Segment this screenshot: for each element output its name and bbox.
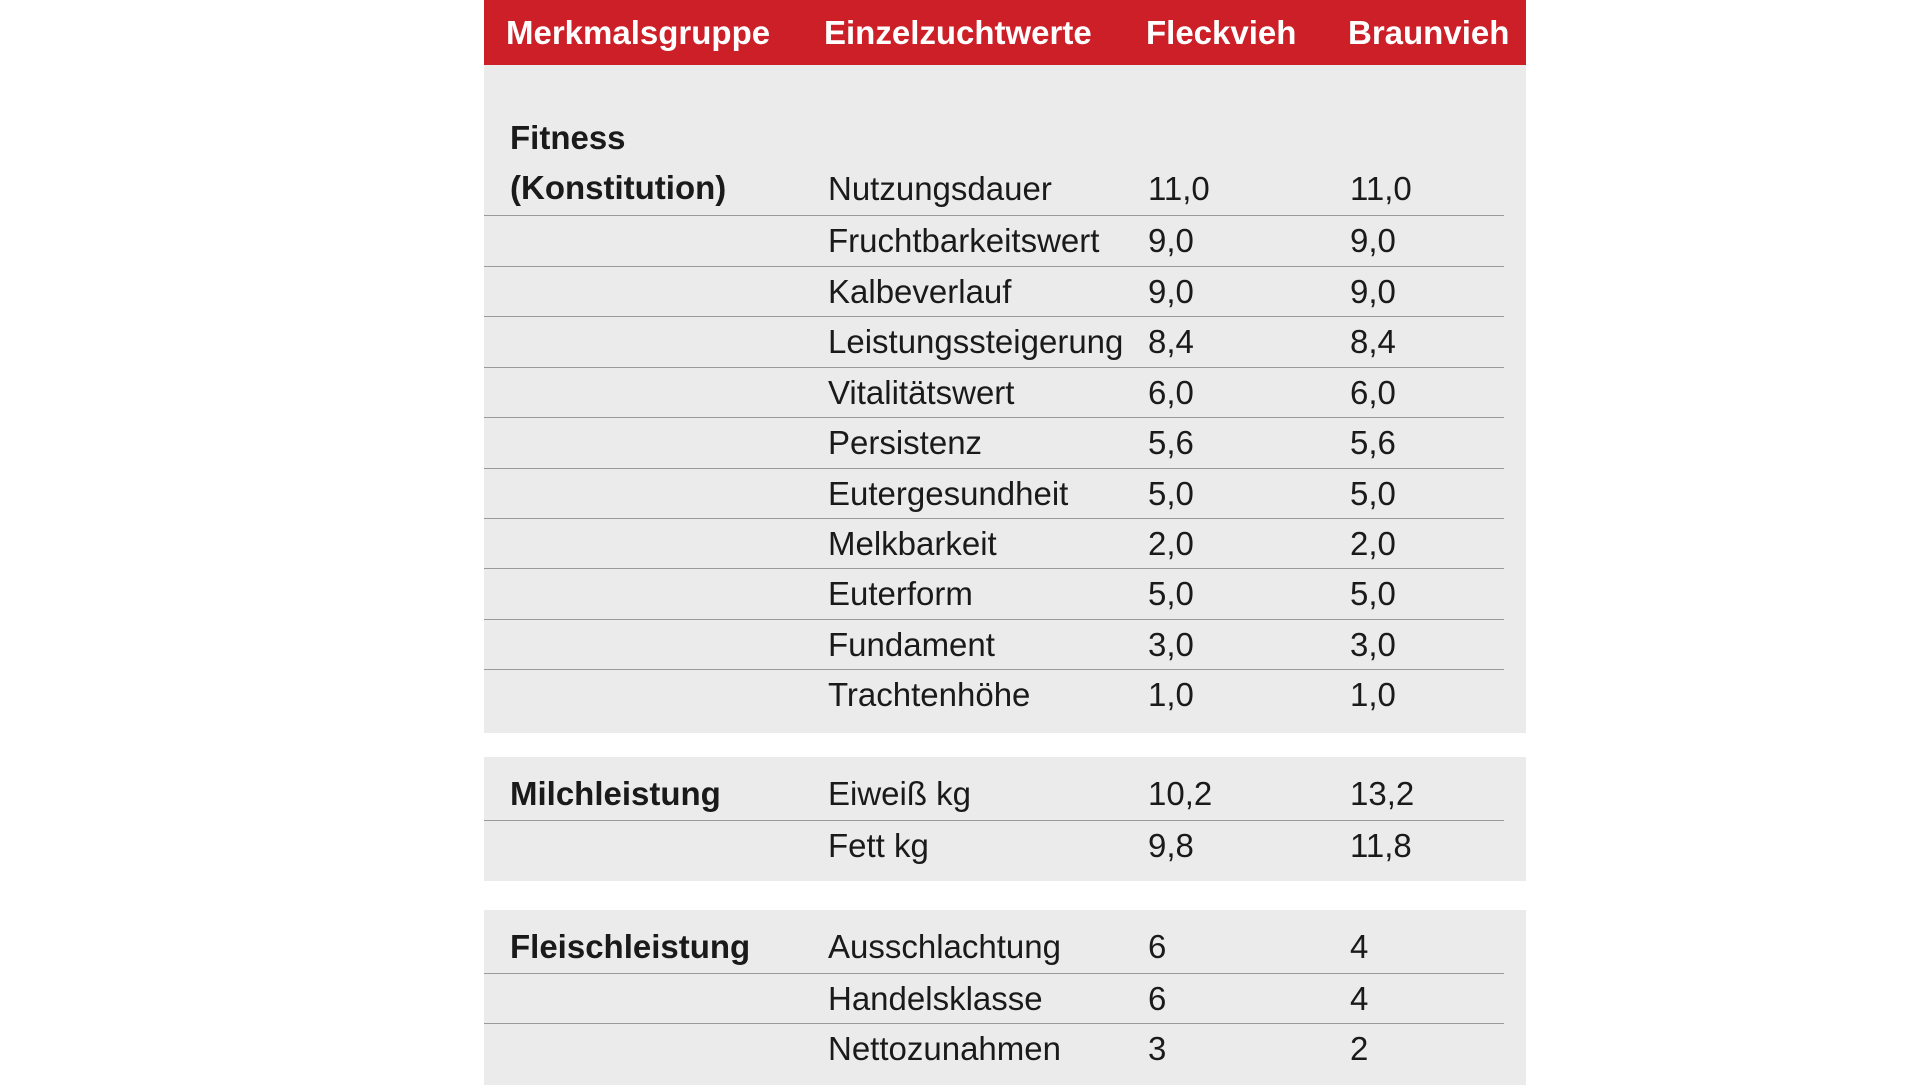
trait-name: Fundament [828, 626, 995, 663]
trait-name: Leistungssteigerung [828, 323, 1124, 360]
braunvieh-value: 2 [1350, 1030, 1369, 1067]
header-name: Einzelzuchtwerte [824, 14, 1092, 51]
table-row: Trachtenhöhe 1,0 1,0 [484, 669, 1504, 720]
group-gap [484, 881, 1526, 910]
table-row: Fett kg 9,8 11,8 [484, 820, 1504, 871]
trait-name: Eiweiß kg [828, 775, 972, 812]
fleckvieh-value: 5,6 [1148, 424, 1194, 461]
braunvieh-value: 9,0 [1350, 273, 1396, 310]
trait-name: Melkbarkeit [828, 525, 997, 562]
breeding-value-table: Merkmalsgruppe Einzelzuchtwerte Fleckvie… [484, 0, 1526, 1085]
braunvieh-value: 13,2 [1350, 775, 1415, 812]
table-row: Eiweiß kg 10,2 13,2 [484, 769, 1504, 819]
braunvieh-value: 4 [1350, 928, 1369, 965]
braunvieh-value: 8,4 [1350, 323, 1396, 360]
table-row: Nutzungsdauer 11,0 11,0 [484, 164, 1504, 214]
table-header: Merkmalsgruppe Einzelzuchtwerte Fleckvie… [484, 0, 1526, 65]
trait-name: Handelsklasse [828, 980, 1043, 1017]
braunvieh-value: 5,6 [1350, 424, 1396, 461]
table-row: Euterform 5,0 5,0 [484, 568, 1504, 619]
braunvieh-value: 6,0 [1350, 374, 1396, 411]
table-row: Fruchtbarkeitswert 9,0 9,0 [484, 215, 1504, 266]
header-fleckvieh: Fleckvieh [1146, 14, 1297, 51]
fleckvieh-value: 9,0 [1148, 273, 1194, 310]
table-row: Handelsklasse 6 4 [484, 973, 1504, 1024]
trait-name: Trachtenhöhe [828, 676, 1031, 713]
braunvieh-value: 9,0 [1350, 222, 1396, 259]
trait-name: Persistenz [828, 424, 983, 461]
braunvieh-value: 1,0 [1350, 676, 1396, 713]
group-milchleistung: Milchleistung Eiweiß kg 10,2 13,2 Fett k… [484, 757, 1526, 881]
braunvieh-value: 3,0 [1350, 626, 1396, 663]
table-row: Nettozunahmen 3 2 [484, 1023, 1504, 1074]
fleckvieh-value: 8,4 [1148, 323, 1194, 360]
trait-name: Eutergesundheit [828, 475, 1069, 512]
trait-name: Fett kg [828, 827, 929, 864]
trait-name: Kalbeverlauf [828, 273, 1012, 310]
trait-name: Ausschlachtung [828, 928, 1061, 965]
header-group: Merkmalsgruppe [506, 14, 771, 51]
table-row: Persistenz 5,6 5,6 [484, 417, 1504, 468]
braunvieh-value: 5,0 [1350, 575, 1396, 612]
fleckvieh-value: 6,0 [1148, 374, 1194, 411]
fleckvieh-value: 3 [1148, 1030, 1167, 1067]
braunvieh-value: 2,0 [1350, 525, 1396, 562]
group-label: Fitness [510, 119, 626, 156]
trait-name: Fruchtbarkeitswert [828, 222, 1100, 259]
header-braunvieh: Braunvieh [1348, 14, 1510, 51]
fleckvieh-value: 11,0 [1148, 170, 1210, 207]
group-label-sub: (Konstitution) [510, 169, 727, 206]
group-label: Milchleistung [510, 775, 721, 812]
fleckvieh-value: 6 [1148, 980, 1167, 1017]
table-row: Eutergesundheit 5,0 5,0 [484, 468, 1504, 519]
table-row: Melkbarkeit 2,0 2,0 [484, 518, 1504, 569]
fleckvieh-value: 2,0 [1148, 525, 1194, 562]
table-row: Fundament 3,0 3,0 [484, 619, 1504, 670]
braunvieh-value: 5,0 [1350, 475, 1396, 512]
group-fleischleistung: Fleischleistung Ausschlachtung 6 4 Hande… [484, 910, 1526, 1085]
fleckvieh-value: 9,8 [1148, 827, 1194, 864]
trait-name: Euterform [828, 575, 973, 612]
fleckvieh-value: 6 [1148, 928, 1167, 965]
fleckvieh-value: 5,0 [1148, 575, 1194, 612]
fleckvieh-value: 9,0 [1148, 222, 1194, 259]
fleckvieh-value: 1,0 [1148, 676, 1194, 713]
table-row: Vitalitätswert 6,0 6,0 [484, 367, 1504, 418]
braunvieh-value: 11,8 [1350, 827, 1412, 864]
fleckvieh-value: 10,2 [1148, 775, 1213, 812]
trait-name: Vitalitätswert [828, 374, 1015, 411]
group-gap [484, 733, 1526, 757]
table-row: Leistungssteigerung 8,4 8,4 [484, 316, 1504, 367]
fleckvieh-value: 3,0 [1148, 626, 1194, 663]
braunvieh-value: 11,0 [1350, 170, 1412, 207]
table-row: Kalbeverlauf 9,0 9,0 [484, 266, 1504, 317]
table-row: Ausschlachtung 6 4 [484, 922, 1504, 972]
trait-name: Nettozunahmen [828, 1030, 1061, 1067]
braunvieh-value: 4 [1350, 980, 1369, 1017]
group-fitness: Fitness (Konstitution) Nutzungsdauer 11,… [484, 65, 1526, 733]
fleckvieh-value: 5,0 [1148, 475, 1194, 512]
trait-name: Nutzungsdauer [828, 170, 1052, 207]
group-label: Fleischleistung [510, 928, 751, 965]
